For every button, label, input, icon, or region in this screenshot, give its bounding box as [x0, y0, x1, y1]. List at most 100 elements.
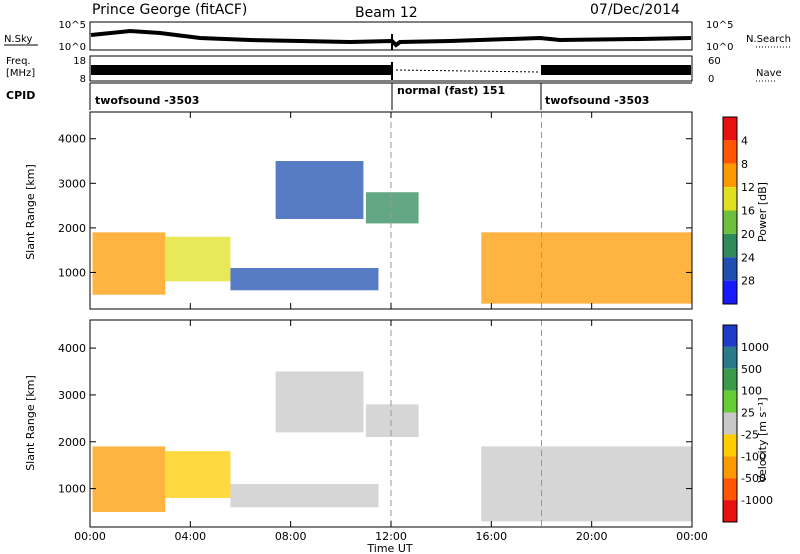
echo-region-1 — [165, 236, 231, 282]
cpid-seg-3: twofsound -3503 — [545, 94, 649, 107]
cpid-seg-1: twofsound -3503 — [95, 94, 199, 107]
colorbar-tick-0: 1000 — [741, 341, 769, 354]
echo-region-2 — [230, 267, 379, 291]
colorbar-tick-7: -1000 — [741, 494, 773, 507]
echo-region-1 — [165, 451, 231, 498]
colorbar-swatch-5 — [723, 233, 737, 258]
power-colorbar-label: Power [dB] — [756, 182, 769, 242]
colorbar-swatch-6 — [723, 456, 737, 479]
y-tick-label-0: 1000 — [58, 483, 86, 496]
velocity-y-ticks: 1000 2000 3000 4000 — [58, 342, 692, 496]
velocity-data-layer — [92, 320, 692, 527]
colorbar-tick-2: 100 — [741, 385, 762, 398]
y-tick-label-2: 3000 — [58, 389, 86, 402]
sky-left-tick-top: 10^5 — [59, 20, 86, 31]
freq-band-1 — [91, 65, 392, 75]
y-tick-label-1: 2000 — [58, 222, 86, 235]
colorbar-swatch-0 — [723, 325, 737, 347]
freq-right-tick-bottom: 0 — [708, 74, 714, 85]
x-tick-label-5: 20:00 — [576, 530, 608, 543]
velocity-ylabel: Slant Range [km] — [24, 375, 37, 471]
freq-band-2-dots — [395, 69, 541, 73]
echo-region-0 — [92, 232, 166, 295]
colorbar-tick-5: 24 — [741, 251, 755, 264]
colorbar-swatch-7 — [723, 280, 737, 304]
colorbar-swatch-3 — [723, 390, 737, 413]
power-y-ticks: 1000 2000 3000 4000 — [58, 133, 692, 279]
x-tick-label-4: 16:00 — [475, 530, 507, 543]
x-tick-label-1: 04:00 — [174, 530, 206, 543]
colorbar-swatch-1 — [723, 140, 737, 164]
y-tick-label-0: 1000 — [58, 266, 86, 279]
power-ylabel: Slant Range [km] — [24, 164, 37, 260]
colorbar-tick-0: 4 — [741, 134, 748, 147]
velocity-colorbar-label: Velocity [m s⁻¹] — [756, 397, 769, 482]
colorbar-tick-4: -25 — [741, 428, 759, 441]
nave-label: Nave — [756, 68, 782, 79]
freq-band-3 — [541, 65, 691, 75]
y-tick-label-2: 3000 — [58, 177, 86, 190]
radar-title: Prince George (fitACF) — [92, 2, 247, 18]
colorbar-frame — [722, 324, 738, 523]
sky-right-tick-bottom: 10^0 — [706, 42, 733, 53]
power-x-ticks — [89, 112, 693, 309]
colorbar-frame — [722, 116, 738, 305]
colorbar-swatch-0 — [723, 117, 737, 141]
colorbar-tick-5: -100 — [741, 450, 766, 463]
sky-right-tick-top: 10^5 — [706, 20, 733, 31]
colorbar-swatch-2 — [723, 163, 737, 188]
colorbar-tick-6: 28 — [741, 275, 755, 288]
colorbar-tick-2: 12 — [741, 181, 755, 194]
velocity-x-ticks — [89, 320, 693, 527]
colorbar-tick-3: 25 — [741, 407, 755, 420]
freq-panel-frame — [89, 55, 693, 82]
sky-left-tick-bottom: 10^0 — [59, 42, 86, 53]
colorbar-swatch-7 — [723, 478, 737, 501]
x-tick-label-0: 00:00 — [74, 530, 106, 543]
beam-label: Beam 12 — [355, 5, 418, 21]
echo-region-4 — [365, 404, 419, 438]
colorbar-tick-1: 8 — [741, 158, 748, 171]
colorbar-tick-1: 500 — [741, 363, 762, 376]
colorbar-tick-3: 16 — [741, 205, 755, 218]
freq-label-line2: [MHz] — [6, 68, 35, 79]
power-colorbar: 4 8 12 16 20 24 28 — [722, 116, 755, 305]
colorbar-swatch-3 — [723, 187, 737, 211]
echo-region-3 — [275, 371, 364, 433]
cpid-label: CPID — [6, 89, 35, 102]
colorbar-swatch-1 — [723, 346, 737, 369]
freq-left-tick-bottom: 8 — [80, 74, 86, 85]
echo-region-5 — [481, 232, 692, 304]
colorbar-tick-6: -500 — [741, 472, 766, 485]
power-data-layer — [92, 112, 692, 309]
colorbar-swatch-5 — [723, 434, 737, 457]
freq-left-tick-top: 18 — [73, 56, 86, 67]
colorbar-swatch-8 — [723, 500, 737, 522]
sky-label: N.Sky — [4, 34, 32, 45]
freq-right-tick-top: 60 — [708, 56, 721, 67]
x-tick-label-6: 00:00 — [676, 530, 708, 543]
colorbar-swatch-4 — [723, 412, 737, 435]
y-tick-label-3: 4000 — [58, 342, 86, 355]
echo-region-0 — [92, 446, 166, 513]
colorbar-swatch-2 — [723, 368, 737, 391]
date-label: 07/Dec/2014 — [590, 2, 680, 18]
colorbar-swatch-4 — [723, 210, 737, 234]
echo-region-2 — [230, 483, 379, 508]
freq-label-line1: Freq. — [6, 56, 31, 67]
y-tick-label-1: 2000 — [58, 436, 86, 449]
x-axis-label: Time UT — [366, 542, 412, 554]
echo-region-4 — [365, 192, 419, 224]
x-tick-labels: 00:00 04:00 08:00 12:00 16:00 20:00 00:00 — [74, 530, 708, 543]
search-label: N.Search — [746, 34, 791, 45]
echo-region-3 — [275, 161, 364, 219]
echo-region-5 — [481, 446, 692, 522]
cpid-seg-2: normal (fast) 151 — [397, 84, 505, 97]
y-tick-label-3: 4000 — [58, 133, 86, 146]
x-tick-label-2: 08:00 — [275, 530, 307, 543]
x-tick-label-3: 12:00 — [375, 530, 407, 543]
velocity-colorbar: 1000 500 100 25 -25 -100 -500 -1000 — [722, 324, 773, 523]
colorbar-swatch-6 — [723, 257, 737, 281]
colorbar-tick-4: 20 — [741, 228, 755, 241]
